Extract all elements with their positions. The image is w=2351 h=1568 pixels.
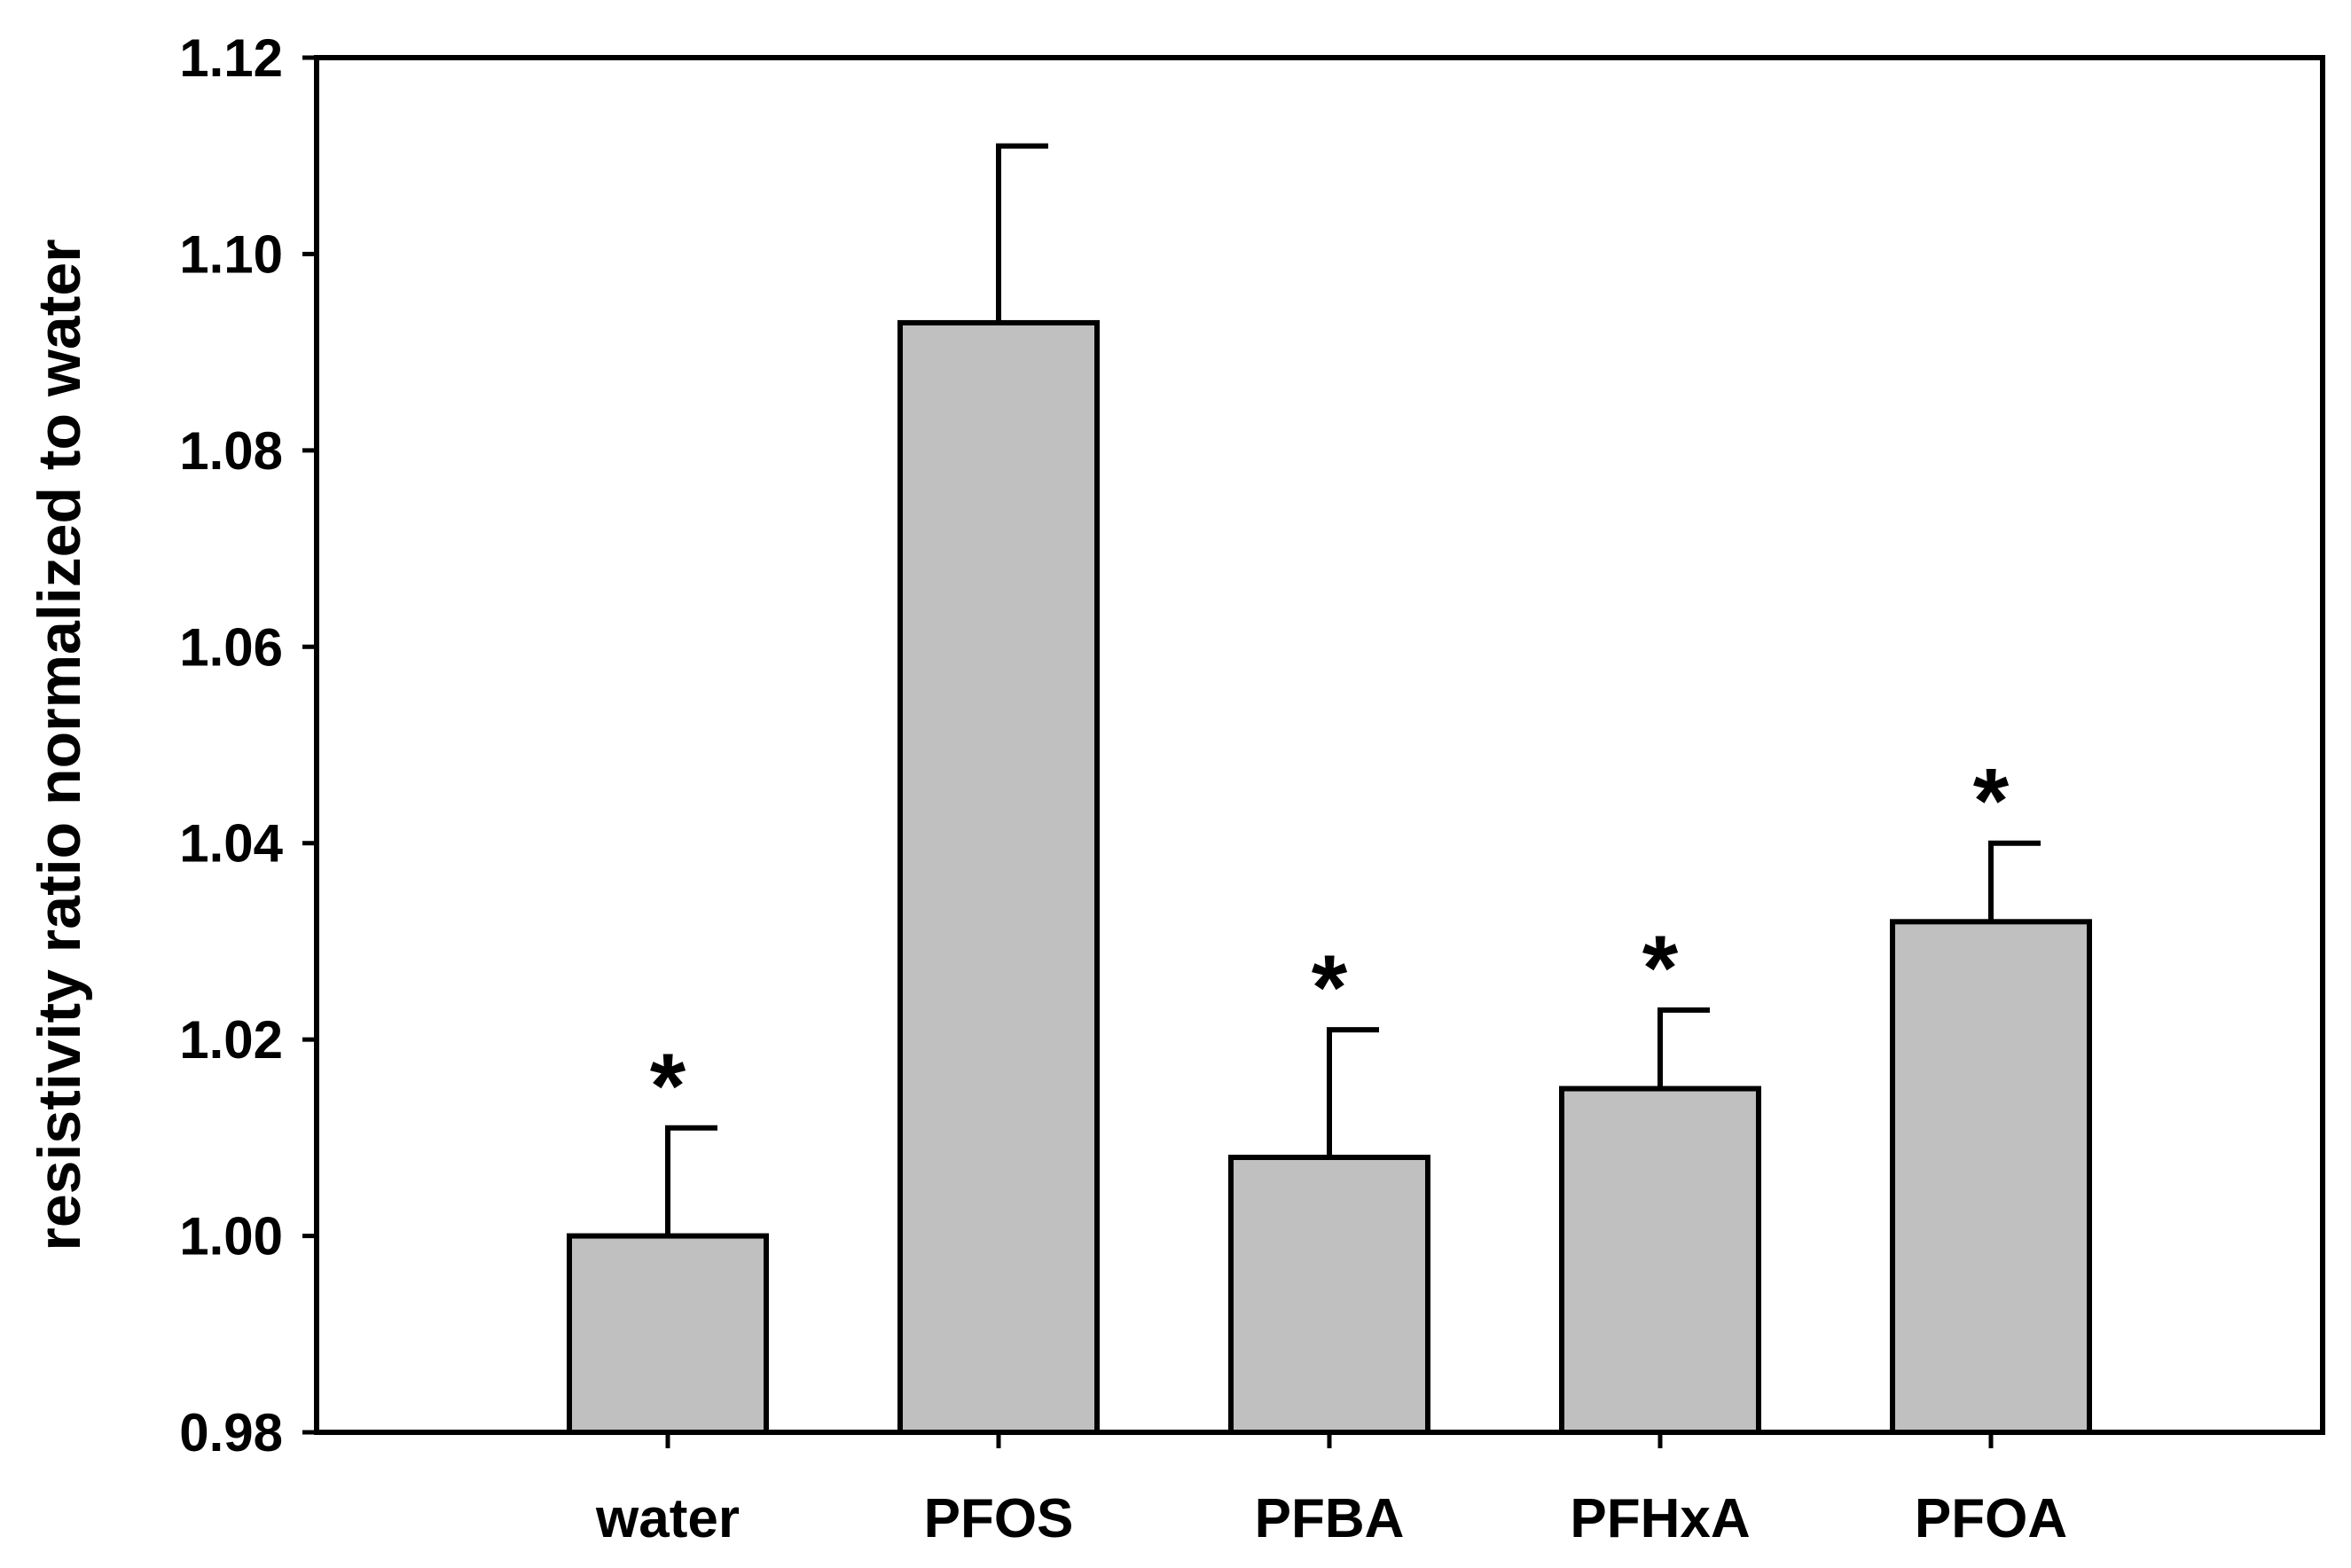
- y-tick-label: 1.02: [179, 1010, 283, 1070]
- x-tick-label-pfhxa: PFHxA: [1570, 1488, 1750, 1549]
- y-axis-title: resistivity ratio normalized to water: [26, 239, 93, 1250]
- y-tick-label: 0.98: [179, 1403, 283, 1462]
- y-tick-label: 1.00: [179, 1207, 283, 1266]
- significance-star-pfhxa: *: [1642, 917, 1679, 1020]
- bar-water: [567, 1233, 769, 1435]
- plot-frame: [314, 55, 2325, 1435]
- y-tick-label: 1.10: [179, 224, 283, 284]
- y-tick-label: 1.06: [179, 617, 283, 677]
- labels: 0.98 1.00 1.02 1.04 1.06 1.08 1.10 1.12 water * PF…: [179, 28, 2067, 1549]
- x-tick-label-pfos: PFOS: [924, 1488, 1074, 1549]
- bar-pfos: [897, 319, 1100, 1435]
- x-tick-label-pfba: PFBA: [1255, 1488, 1405, 1549]
- bar-pfhxa: [1559, 1086, 1761, 1435]
- y-tick-label: 1.08: [179, 421, 283, 481]
- error-bars: [665, 143, 2041, 1236]
- y-tick-label: 1.04: [179, 814, 283, 874]
- bars: [567, 319, 2092, 1436]
- y-tick-label: 1.12: [179, 28, 283, 88]
- bar-pfoa: [1890, 919, 2092, 1436]
- significance-star-pfba: *: [1312, 937, 1348, 1039]
- bar-pfba: [1228, 1155, 1430, 1435]
- significance-star-pfoa: *: [1973, 750, 2010, 853]
- x-tick-label-pfoa: PFOA: [1915, 1488, 2067, 1549]
- significance-star-water: *: [650, 1035, 686, 1138]
- x-tick-label-water: water: [595, 1488, 740, 1549]
